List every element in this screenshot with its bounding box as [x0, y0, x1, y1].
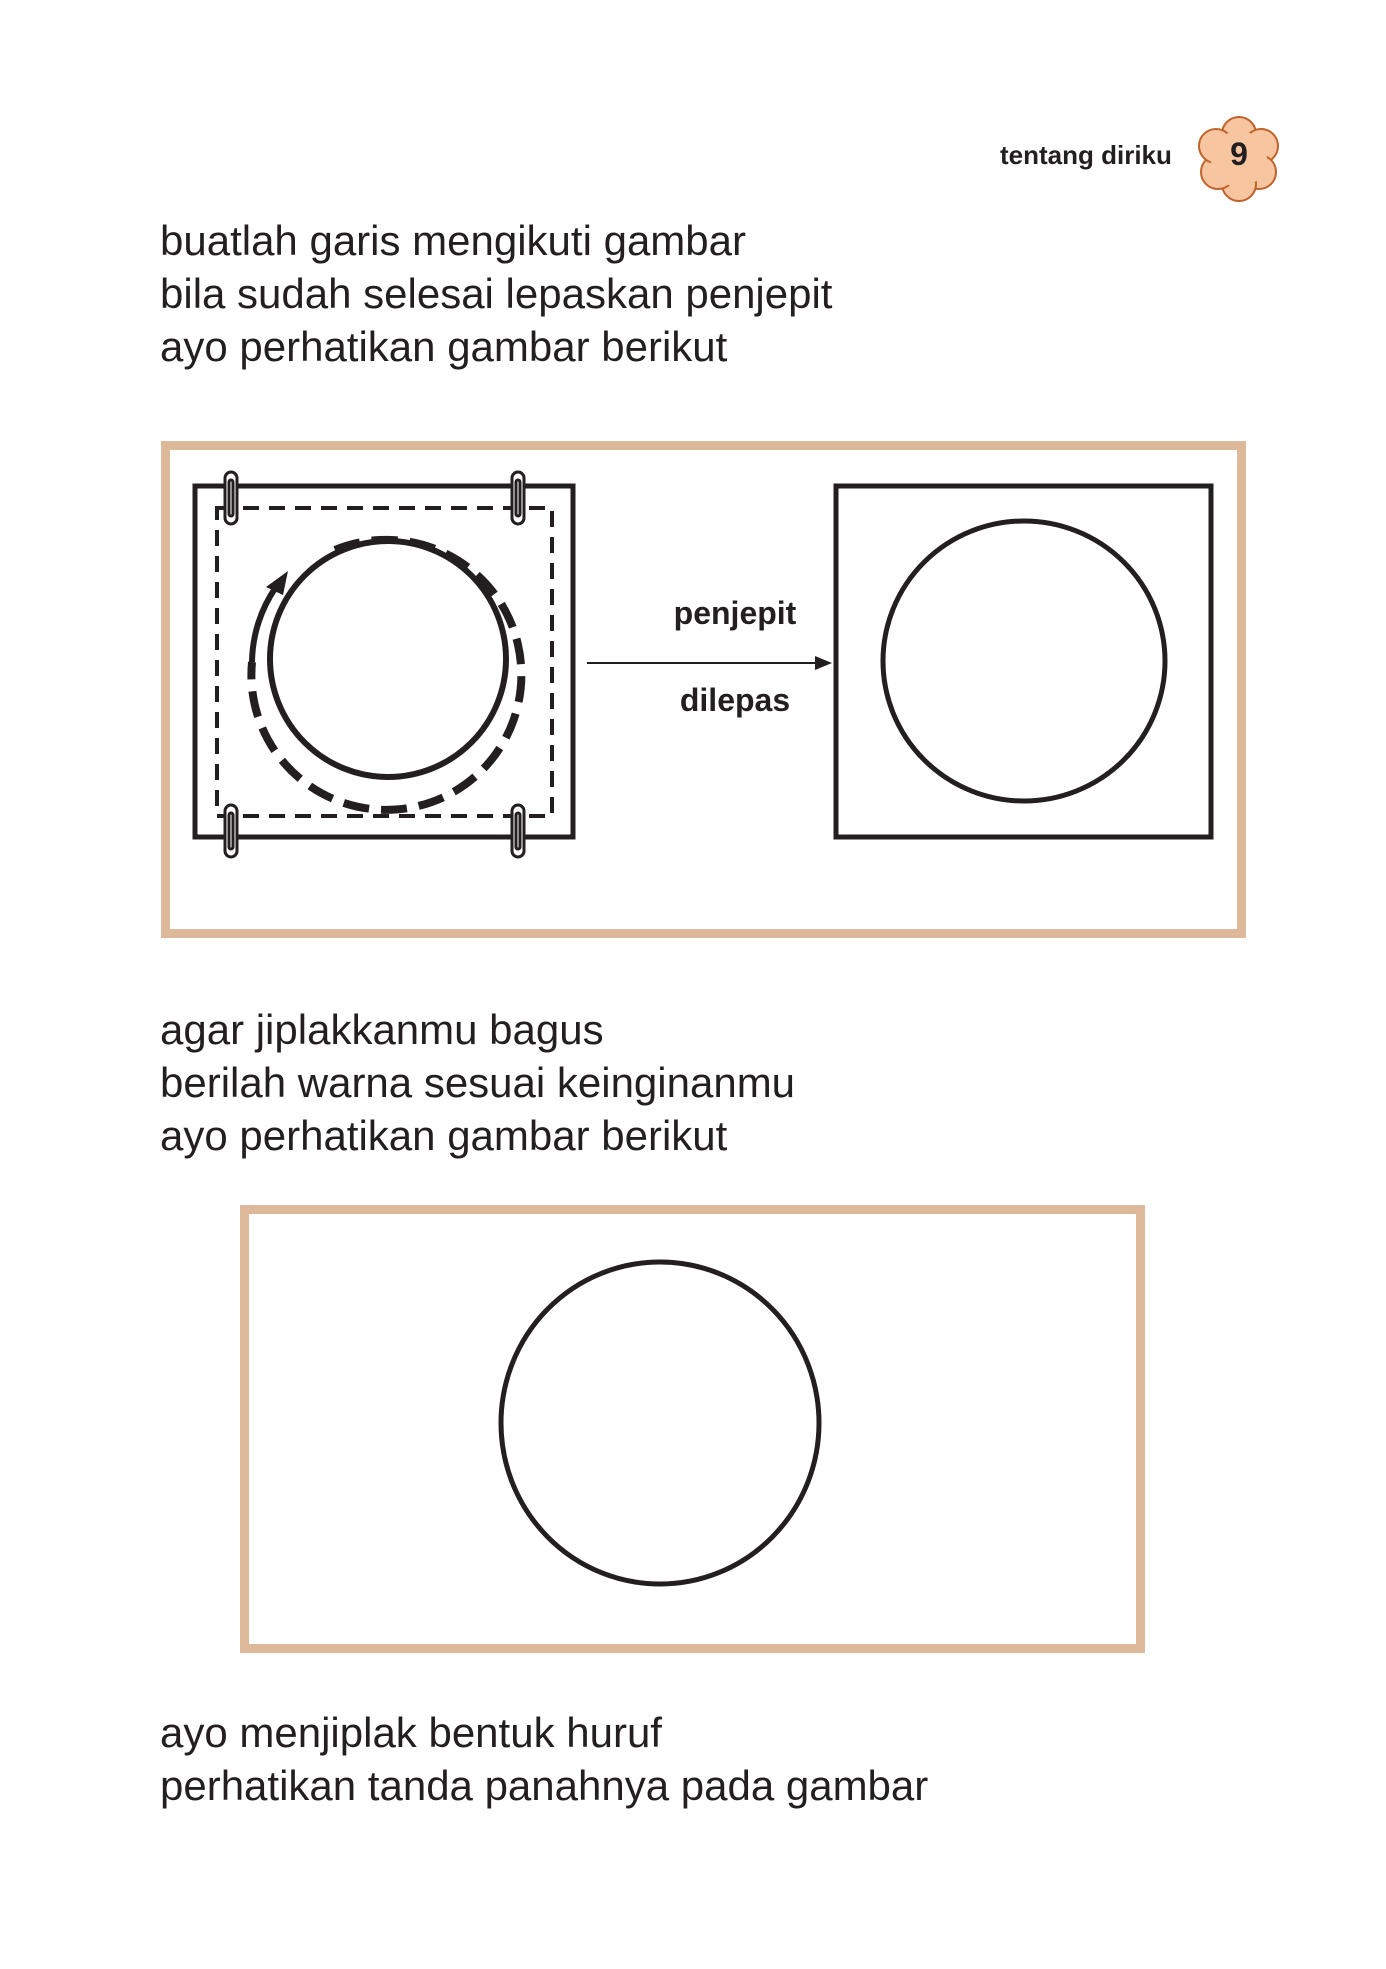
instruction-line: agar jiplakkanmu bagus [160, 1006, 604, 1053]
paper-clip-icon [223, 470, 239, 526]
right-panel [833, 483, 1214, 840]
instruction-line: perhatikan tanda panahnya pada gambar [160, 1762, 929, 1809]
right-arrow-icon [587, 656, 832, 670]
instruction-line: ayo perhatikan gambar berikut [160, 1112, 728, 1159]
paper-clip-icon [510, 803, 526, 859]
coloring-circle [498, 1259, 822, 1587]
instruction-block-2: agar jiplakkanmu bagus berilah warna ses… [160, 1003, 795, 1162]
instruction-line: berilah warna sesuai keinginanmu [160, 1059, 796, 1106]
instruction-line: ayo menjiplak bentuk huruf [160, 1709, 662, 1756]
paper-clip-icon [510, 470, 526, 526]
paper-clips [223, 470, 526, 859]
page-number-badge: 9 [1196, 116, 1282, 202]
instruction-block-3: ayo menjiplak bentuk huruf perhatikan ta… [160, 1706, 928, 1812]
instruction-line: ayo perhatikan gambar berikut [160, 323, 728, 370]
flower-badge-icon [1198, 116, 1279, 202]
coloring-frame [240, 1205, 1145, 1653]
instruction-line: buatlah garis mengikuti gambar [160, 217, 746, 264]
tracing-diagram [192, 470, 1214, 859]
paper-clip-icon [223, 803, 239, 859]
arrow-label-bottom: dilepas [679, 682, 791, 718]
arrow-label-top: penjepit [673, 595, 797, 631]
left-panel [192, 483, 576, 840]
tracing-demo-frame: penjepit dilepas [161, 441, 1246, 938]
instruction-line: bila sudah selesai lepaskan penjepit [160, 270, 833, 317]
section-title: tentang diriku [1000, 140, 1172, 170]
instruction-block-1: buatlah garis mengikuti gambar bila suda… [160, 214, 832, 373]
curved-arrow-icon [249, 571, 288, 663]
page-number: 9 [1230, 136, 1248, 172]
